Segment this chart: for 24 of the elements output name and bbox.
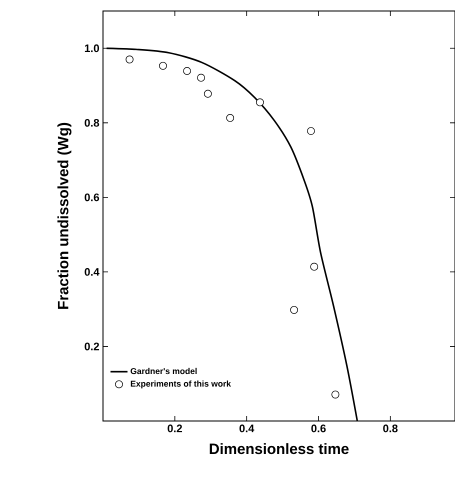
legend-label: Experiments of this work <box>130 380 232 388</box>
point <box>226 114 234 122</box>
point <box>256 98 264 106</box>
y-tick-label: 1.0 <box>84 44 100 52</box>
x-tick-label: 0.8 <box>383 424 398 432</box>
legend-label: Gardner's model <box>130 368 197 374</box>
y-tick-label: 0.4 <box>84 268 100 276</box>
x-tick-label: 0.6 <box>311 424 326 432</box>
point <box>159 62 167 70</box>
y-tick-label: 0.8 <box>84 118 100 127</box>
point <box>331 390 340 398</box>
y-tick-label: 0.2 <box>84 342 100 350</box>
x-tick-label: 0.4 <box>239 424 254 432</box>
y-axis-title: Fraction undissolved (Wg) <box>57 122 72 309</box>
x-axis-title: Dimensionless time <box>210 443 349 454</box>
point <box>197 74 206 82</box>
point <box>204 90 212 98</box>
point <box>183 67 191 75</box>
y-tick-label: 0.6 <box>84 193 100 202</box>
point <box>307 127 315 135</box>
point <box>310 262 318 271</box>
point <box>126 56 134 64</box>
x-tick-label: 0.2 <box>168 424 182 432</box>
point <box>290 306 298 314</box>
